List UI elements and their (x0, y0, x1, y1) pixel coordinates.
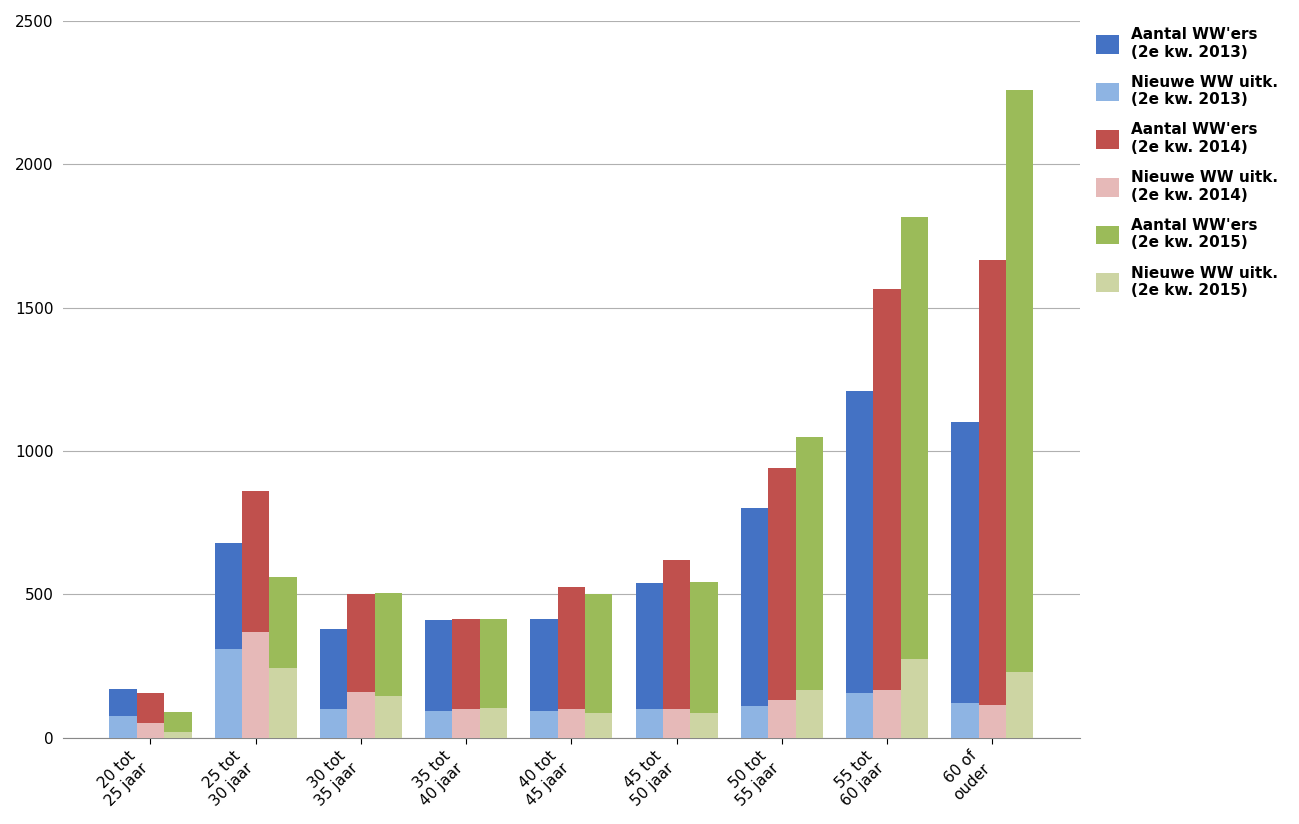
Bar (768, 468, 795, 737)
Bar (768, 700, 795, 737)
Bar (164, 732, 191, 737)
Bar (557, 588, 585, 737)
Bar (242, 491, 269, 737)
Bar (873, 289, 900, 737)
Bar (585, 714, 612, 737)
Bar (795, 691, 822, 737)
Legend: Aantal WW'ers
(2e kw. 2013), Nieuwe WW uitk.
(2e kw. 2013), Aantal WW'ers
(2e kw: Aantal WW'ers (2e kw. 2013), Nieuwe WW u… (1090, 21, 1285, 304)
Bar (978, 705, 1005, 737)
Bar (873, 691, 900, 737)
Bar (214, 543, 242, 737)
Bar (846, 391, 873, 737)
Bar (320, 709, 347, 737)
Bar (846, 693, 873, 737)
Bar (978, 260, 1005, 737)
Bar (479, 708, 507, 737)
Bar (425, 620, 452, 737)
Bar (900, 218, 929, 737)
Bar (136, 693, 164, 737)
Bar (136, 723, 164, 737)
Bar (479, 619, 507, 737)
Bar (690, 582, 717, 737)
Bar (452, 619, 479, 737)
Bar (269, 667, 296, 737)
Bar (374, 593, 401, 737)
Bar (214, 648, 242, 737)
Bar (347, 594, 374, 737)
Bar (164, 712, 191, 737)
Bar (662, 709, 690, 737)
Bar (635, 709, 662, 737)
Bar (662, 560, 690, 737)
Bar (740, 706, 768, 737)
Bar (557, 709, 585, 737)
Bar (242, 632, 269, 737)
Bar (740, 508, 768, 737)
Bar (530, 710, 557, 737)
Bar (585, 594, 612, 737)
Bar (320, 629, 347, 737)
Bar (530, 619, 557, 737)
Bar (795, 437, 822, 737)
Bar (635, 583, 662, 737)
Bar (425, 710, 452, 737)
Bar (690, 714, 717, 737)
Bar (269, 577, 296, 737)
Bar (951, 423, 978, 737)
Bar (1005, 672, 1034, 737)
Bar (900, 659, 929, 737)
Bar (374, 696, 401, 737)
Bar (1005, 90, 1034, 737)
Bar (347, 692, 374, 737)
Bar (452, 709, 479, 737)
Bar (109, 689, 136, 737)
Bar (951, 704, 978, 737)
Bar (109, 716, 136, 737)
